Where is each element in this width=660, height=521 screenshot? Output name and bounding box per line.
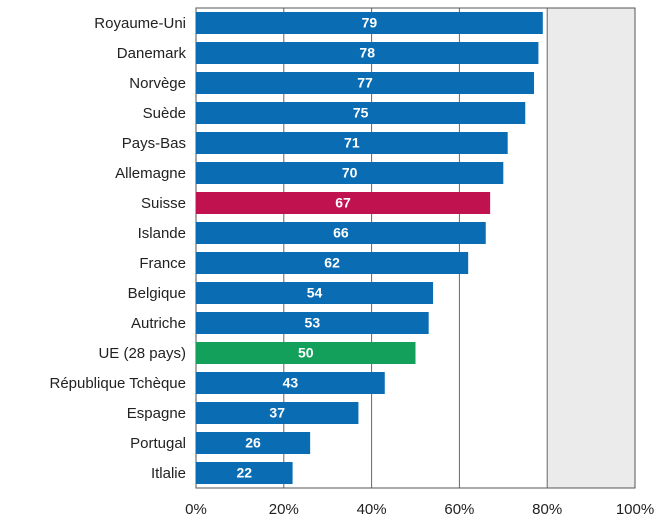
value-label: 67 [335, 195, 351, 211]
y-tick-label: Pays-Bas [122, 135, 186, 152]
y-tick-label: Royaume-Uni [94, 15, 186, 32]
y-tick-label: Espagne [127, 405, 186, 422]
x-tick-label: 100% [616, 501, 654, 518]
value-label: 70 [342, 165, 358, 181]
bar [196, 252, 469, 274]
y-tick-label: Norvège [129, 75, 186, 92]
y-tick-label: Suisse [141, 195, 186, 212]
y-tick-label: République Tchèque [49, 375, 186, 392]
bar [196, 432, 311, 454]
y-tick-label: Portugal [130, 435, 186, 452]
value-label: 53 [305, 315, 321, 331]
bar [196, 162, 504, 184]
x-tick-label: 20% [269, 501, 299, 518]
value-label: 77 [357, 75, 373, 91]
bar [196, 132, 508, 154]
x-tick-label: 80% [532, 501, 562, 518]
bar [196, 192, 491, 214]
shaded-zone [547, 8, 635, 488]
bar [196, 102, 526, 124]
bar [196, 462, 293, 484]
y-tick-label: Allemagne [115, 165, 186, 182]
value-label: 71 [344, 135, 360, 151]
bar [196, 42, 539, 64]
bar [196, 312, 429, 334]
value-label: 75 [353, 105, 369, 121]
y-tick-label: Islande [138, 225, 186, 242]
y-tick-label: Autriche [131, 315, 186, 332]
y-tick-label: France [139, 255, 186, 272]
value-label: 78 [359, 45, 375, 61]
bar [196, 342, 416, 364]
value-label: 43 [283, 375, 299, 391]
value-label: 62 [324, 255, 340, 271]
value-label: 50 [298, 345, 314, 361]
y-tick-label: Suède [143, 105, 186, 122]
bar [196, 282, 434, 304]
value-label: 66 [333, 225, 349, 241]
bar [196, 372, 385, 394]
value-label: 79 [362, 15, 378, 31]
value-label: 54 [307, 285, 323, 301]
plot-frame [195, 7, 636, 489]
value-label: 37 [269, 405, 285, 421]
x-tick-label: 60% [444, 501, 474, 518]
bar [196, 402, 359, 424]
value-label: 26 [245, 435, 261, 451]
y-tick-label: UE (28 pays) [98, 345, 186, 362]
x-tick-label: 40% [357, 501, 387, 518]
bar [196, 12, 543, 34]
y-tick-label: Danemark [117, 45, 187, 62]
bar [196, 72, 535, 94]
bar [196, 222, 486, 244]
y-tick-label: Itlalie [151, 465, 186, 482]
value-label: 22 [237, 465, 253, 481]
x-tick-label: 0% [185, 501, 207, 518]
y-tick-label: Belgique [128, 285, 186, 302]
